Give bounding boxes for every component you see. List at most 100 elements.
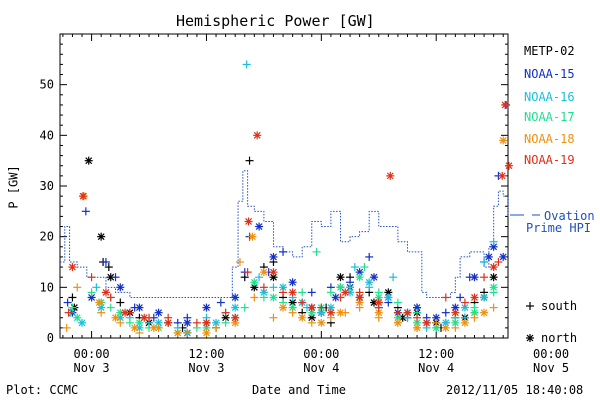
point-south-noaa-18 bbox=[432, 318, 441, 327]
point-south-noaa-19 bbox=[480, 273, 489, 282]
point-north-noaa-19 bbox=[244, 217, 253, 226]
y-tick-label: 50 bbox=[40, 78, 54, 92]
point-north-noaa-15 bbox=[135, 303, 144, 312]
point-north-noaa-19 bbox=[386, 171, 395, 180]
point-north-noaa-15 bbox=[255, 222, 264, 231]
point-south-metp-02 bbox=[245, 156, 254, 165]
point-south-noaa-19 bbox=[460, 298, 469, 307]
y-tick-label: 30 bbox=[40, 179, 54, 193]
point-south-noaa-16 bbox=[255, 273, 264, 282]
point-north-noaa-19 bbox=[78, 192, 87, 201]
point-south-noaa-18 bbox=[183, 328, 192, 337]
point-south-noaa-19 bbox=[317, 303, 326, 312]
point-north-noaa-18 bbox=[149, 323, 158, 332]
point-south-noaa-17 bbox=[298, 288, 307, 297]
point-north-noaa-18 bbox=[95, 298, 104, 307]
point-north-noaa-15 bbox=[116, 283, 125, 292]
point-north-noaa-17 bbox=[489, 283, 498, 292]
point-north-noaa-19 bbox=[140, 313, 149, 322]
x-tick-time-label: 12:00 bbox=[188, 347, 224, 361]
point-south-noaa-17 bbox=[87, 288, 96, 297]
point-north-noaa-19 bbox=[374, 298, 383, 307]
x-tick-date-label: Nov 3 bbox=[74, 361, 110, 375]
point-north-noaa-16 bbox=[365, 278, 374, 287]
point-north-noaa-19 bbox=[498, 171, 507, 180]
point-south-noaa-18 bbox=[269, 313, 278, 322]
point-north-noaa-18 bbox=[441, 323, 450, 332]
ovation-line bbox=[60, 170, 509, 298]
legend-noaa-18: NOAA-18 bbox=[524, 132, 575, 146]
point-north-noaa-18 bbox=[317, 318, 326, 327]
key-south-label: south bbox=[541, 299, 578, 313]
x-tick-date-label: Nov 4 bbox=[303, 361, 339, 375]
point-south-metp-02 bbox=[68, 293, 77, 302]
point-south-noaa-17 bbox=[393, 298, 402, 307]
point-south-noaa-15 bbox=[101, 258, 110, 266]
point-north-metp-02 bbox=[84, 156, 93, 165]
point-south-noaa-19 bbox=[494, 258, 503, 266]
point-south-noaa-15 bbox=[456, 293, 465, 302]
point-south-noaa-18 bbox=[73, 283, 82, 292]
point-south-noaa-19 bbox=[259, 283, 268, 292]
point-north-noaa-15 bbox=[499, 252, 508, 261]
point-north-noaa-19 bbox=[288, 288, 297, 297]
legend-noaa-19: NOAA-19 bbox=[524, 153, 575, 167]
point-north-noaa-18 bbox=[460, 318, 469, 327]
x-tick-time-label: 00:00 bbox=[533, 347, 569, 361]
point-north-noaa-15 bbox=[231, 293, 240, 302]
legend-metp-02: METP-02 bbox=[524, 44, 575, 58]
point-north-noaa-18 bbox=[393, 318, 402, 327]
point-north-noaa-15 bbox=[202, 303, 211, 312]
point-south-noaa-19 bbox=[64, 308, 73, 317]
point-south-noaa-18 bbox=[116, 318, 125, 327]
point-south-noaa-18 bbox=[288, 308, 297, 317]
point-south-noaa-16 bbox=[269, 283, 278, 292]
point-south-noaa-17 bbox=[68, 303, 77, 312]
key-south-symbol bbox=[526, 302, 534, 310]
point-south-noaa-17 bbox=[106, 303, 115, 312]
point-north-metp-02 bbox=[384, 288, 393, 297]
point-south-noaa-19 bbox=[336, 293, 345, 302]
point-north-noaa-16 bbox=[231, 303, 240, 312]
point-south-noaa-19 bbox=[192, 318, 201, 327]
point-north-noaa-19 bbox=[341, 288, 350, 297]
point-south-noaa-19 bbox=[106, 293, 115, 302]
point-south-noaa-18 bbox=[470, 313, 479, 322]
point-south-metp-02 bbox=[116, 298, 125, 307]
y-tick-label: 10 bbox=[40, 280, 54, 294]
x-tick-time-label: 12:00 bbox=[418, 347, 454, 361]
point-north-noaa-17 bbox=[73, 313, 82, 322]
x-axis-label: Date and Time bbox=[252, 383, 346, 397]
point-north-noaa-19 bbox=[451, 308, 460, 317]
point-north-noaa-15 bbox=[489, 242, 498, 251]
point-north-noaa-17 bbox=[250, 278, 259, 287]
point-south-noaa-17 bbox=[312, 247, 321, 256]
point-south-noaa-17 bbox=[326, 288, 335, 297]
point-north-noaa-18 bbox=[111, 313, 120, 322]
key-north-symbol bbox=[526, 334, 534, 342]
point-south-noaa-19 bbox=[221, 308, 230, 317]
legend-noaa-15: NOAA-15 bbox=[524, 67, 575, 81]
point-north-noaa-19 bbox=[101, 288, 110, 297]
point-south-noaa-16 bbox=[389, 273, 398, 282]
point-north-noaa-15 bbox=[484, 252, 493, 261]
point-north-noaa-19 bbox=[164, 318, 173, 327]
point-south-noaa-18 bbox=[489, 303, 498, 312]
point-north-noaa-15 bbox=[470, 273, 479, 282]
point-north-metp-02 bbox=[269, 273, 278, 282]
point-south-noaa-18 bbox=[451, 323, 460, 332]
point-south-noaa-19 bbox=[413, 313, 422, 322]
point-south-noaa-17 bbox=[360, 263, 369, 272]
point-north-metp-02 bbox=[97, 232, 106, 241]
point-north-noaa-15 bbox=[154, 308, 163, 317]
key-north-label: north bbox=[541, 331, 578, 345]
point-south-noaa-17 bbox=[125, 318, 134, 327]
point-north-noaa-19 bbox=[470, 293, 479, 302]
point-north-noaa-15 bbox=[87, 293, 96, 302]
point-north-noaa-15 bbox=[451, 303, 460, 312]
point-north-noaa-19 bbox=[202, 318, 211, 327]
legend-noaa-17: NOAA-17 bbox=[524, 110, 575, 124]
x-tick-date-label: Nov 5 bbox=[533, 361, 569, 375]
point-north-noaa-17 bbox=[355, 273, 364, 282]
x-tick-date-label: Nov 3 bbox=[188, 361, 224, 375]
